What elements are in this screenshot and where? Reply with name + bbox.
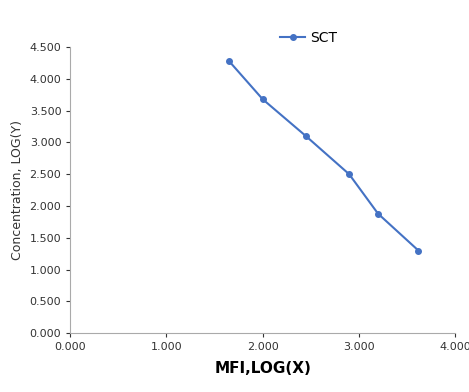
SCT [416, 248, 421, 253]
Y-axis label: Concentration, LOG(Y): Concentration, LOG(Y) [11, 120, 24, 260]
Legend: SCT: SCT [274, 25, 343, 51]
SCT [260, 97, 265, 102]
Line: SCT: SCT [226, 58, 421, 253]
SCT [375, 211, 381, 216]
X-axis label: MFI,LOG(X): MFI,LOG(X) [214, 361, 311, 376]
SCT [346, 172, 352, 176]
SCT [226, 59, 232, 64]
SCT [303, 134, 309, 138]
